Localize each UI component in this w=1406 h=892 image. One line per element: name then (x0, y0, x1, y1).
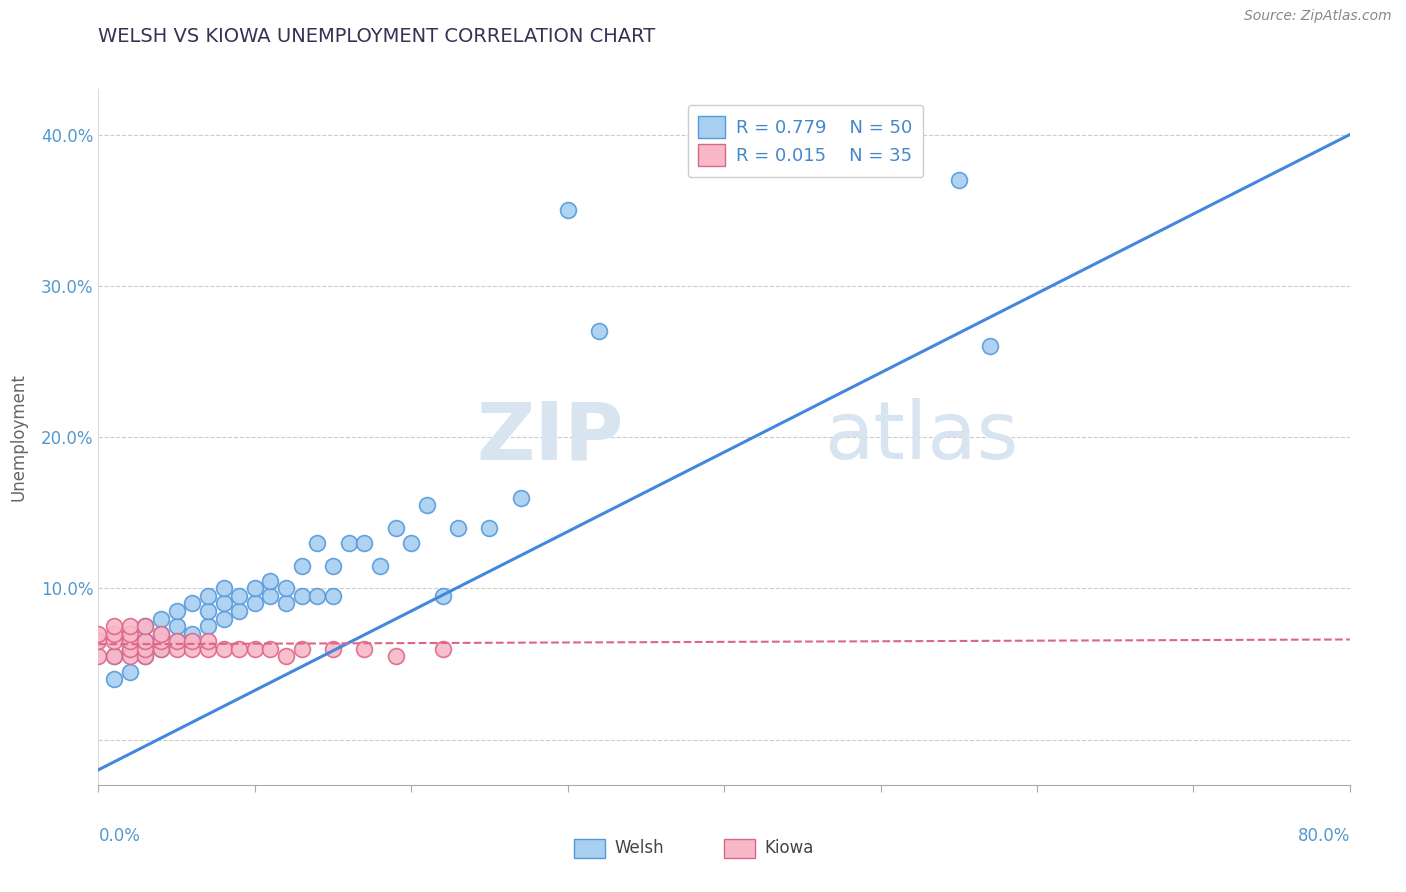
Point (291, 641, 314, 656)
Text: WELSH VS KIOWA UNEMPLOYMENT CORRELATION CHART: WELSH VS KIOWA UNEMPLOYMENT CORRELATION … (98, 27, 655, 45)
Point (197, 619, 219, 633)
Point (166, 634, 188, 648)
Text: 80.0%: 80.0% (1298, 827, 1350, 845)
Point (197, 634, 219, 648)
Point (243, 582, 266, 596)
Point (118, 641, 141, 656)
Text: ZIP: ZIP (477, 398, 624, 476)
Point (87, 626, 110, 640)
Point (274, 582, 298, 596)
Text: Kiowa: Kiowa (763, 839, 814, 857)
Point (384, 521, 406, 535)
Point (557, 203, 579, 218)
Point (118, 634, 141, 648)
Point (134, 634, 156, 648)
Point (228, 604, 250, 618)
Point (150, 626, 173, 640)
Point (259, 641, 281, 656)
Point (322, 558, 344, 573)
Point (118, 619, 141, 633)
Point (307, 536, 329, 550)
Point (134, 619, 156, 633)
Point (337, 536, 360, 550)
Text: Welsh: Welsh (614, 839, 664, 857)
Point (103, 619, 125, 633)
Point (307, 589, 329, 603)
Point (134, 634, 156, 648)
Point (979, 339, 1001, 353)
Point (103, 672, 125, 686)
Point (166, 604, 188, 618)
Point (212, 641, 235, 656)
Point (197, 589, 219, 603)
Point (181, 597, 204, 611)
Point (432, 641, 454, 656)
Point (118, 665, 141, 679)
Point (353, 536, 375, 550)
Point (322, 589, 344, 603)
Point (150, 641, 173, 656)
Point (243, 597, 266, 611)
Point (134, 619, 156, 633)
Point (478, 521, 501, 535)
FancyBboxPatch shape (724, 838, 755, 858)
Point (118, 626, 141, 640)
Point (134, 649, 156, 664)
FancyBboxPatch shape (574, 838, 605, 858)
Point (212, 597, 235, 611)
Point (181, 641, 204, 656)
Point (166, 641, 188, 656)
Point (181, 626, 204, 640)
Point (197, 641, 219, 656)
Point (401, 536, 423, 550)
Point (274, 597, 298, 611)
Point (291, 558, 314, 573)
Point (103, 626, 125, 640)
Y-axis label: Unemployment: Unemployment (10, 373, 27, 501)
Point (150, 641, 173, 656)
Point (259, 589, 281, 603)
Point (588, 324, 610, 338)
Point (118, 649, 141, 664)
Point (212, 611, 235, 625)
Point (166, 634, 188, 648)
Point (118, 641, 141, 656)
Point (368, 558, 391, 573)
Point (322, 641, 344, 656)
Point (259, 574, 281, 588)
Point (416, 498, 439, 512)
Point (150, 611, 173, 625)
Point (134, 649, 156, 664)
Legend: R = 0.779    N = 50, R = 0.015    N = 35: R = 0.779 N = 50, R = 0.015 N = 35 (688, 105, 924, 178)
Point (87, 634, 110, 648)
Text: atlas: atlas (824, 398, 1018, 476)
Point (212, 582, 235, 596)
Point (243, 641, 266, 656)
Point (87, 649, 110, 664)
Point (274, 649, 298, 664)
Point (447, 521, 470, 535)
Point (228, 589, 250, 603)
Point (197, 604, 219, 618)
Point (948, 173, 970, 187)
Point (509, 491, 531, 505)
Point (118, 626, 141, 640)
Text: 0.0%: 0.0% (98, 827, 141, 845)
Point (150, 634, 173, 648)
Text: Source: ZipAtlas.com: Source: ZipAtlas.com (1244, 9, 1392, 23)
Point (103, 634, 125, 648)
Point (103, 649, 125, 664)
Point (228, 641, 250, 656)
Point (181, 634, 204, 648)
Point (150, 626, 173, 640)
Point (432, 589, 454, 603)
Point (291, 589, 314, 603)
Point (353, 641, 375, 656)
Point (384, 649, 406, 664)
Point (103, 649, 125, 664)
Point (134, 641, 156, 656)
Point (166, 619, 188, 633)
